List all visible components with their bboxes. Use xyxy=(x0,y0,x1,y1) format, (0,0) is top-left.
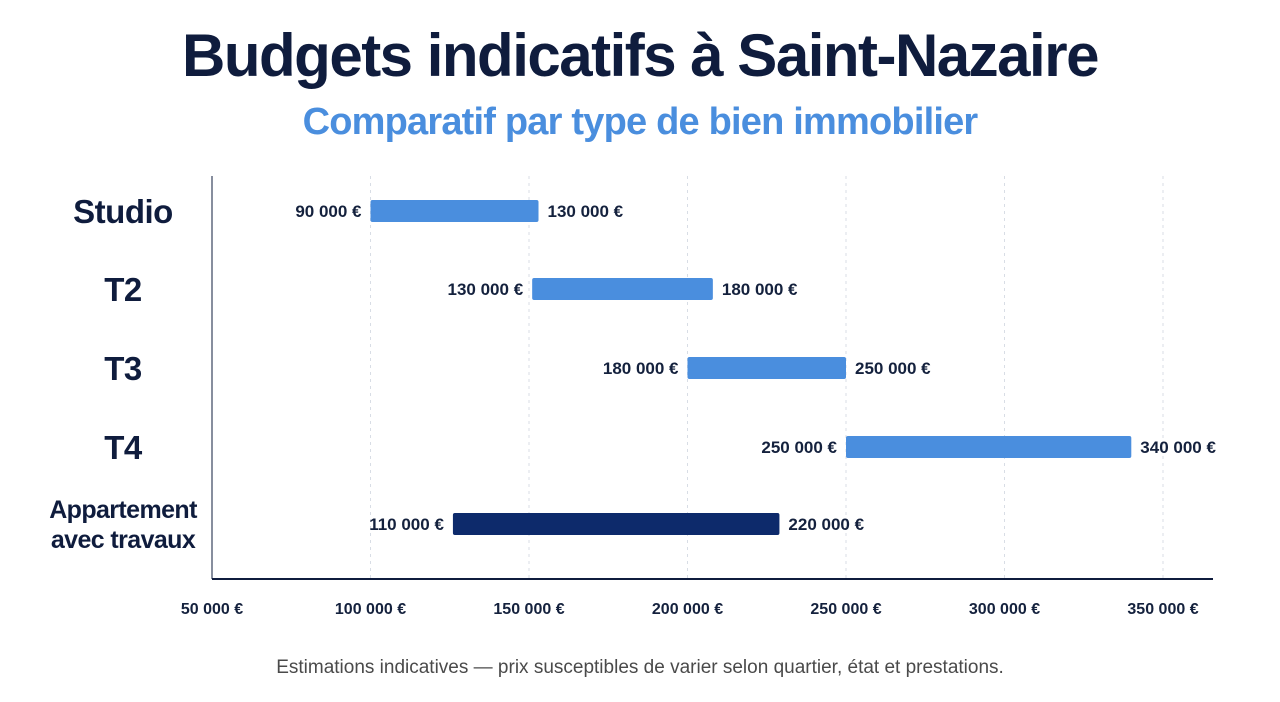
bars xyxy=(370,200,1132,535)
x-tick-label: 200 000 € xyxy=(652,601,723,618)
category-label: Appartement avec travaux xyxy=(49,496,198,554)
category-label-line: T2 xyxy=(104,271,142,308)
range-bar xyxy=(452,513,780,535)
category-label: T3 xyxy=(104,350,142,387)
category-label: Studio xyxy=(73,193,173,230)
range-bar xyxy=(532,278,713,300)
bar-max-label: 340 000 € xyxy=(1140,438,1216,457)
category-label-line: avec travaux xyxy=(51,526,196,554)
x-tick-label: 250 000 € xyxy=(810,601,881,618)
bar-min-label: 90 000 € xyxy=(295,202,362,221)
bar-max-label: 180 000 € xyxy=(722,280,798,299)
category-label: T2 xyxy=(104,271,142,308)
bar-max-label: 220 000 € xyxy=(788,515,864,534)
range-bar xyxy=(370,200,539,222)
category-label-line: T4 xyxy=(104,429,143,466)
range-bar xyxy=(687,357,846,379)
bar-min-label: 250 000 € xyxy=(761,438,837,457)
x-tick-label: 50 000 € xyxy=(181,601,243,618)
chart-title: Budgets indicatifs à Saint-Nazaire xyxy=(182,22,1099,89)
category-label: T4 xyxy=(104,429,143,466)
x-tick-label: 100 000 € xyxy=(335,601,406,618)
bar-max-label: 130 000 € xyxy=(548,202,624,221)
bar-min-label: 110 000 € xyxy=(369,515,444,534)
footnote: Estimations indicatives — prix susceptib… xyxy=(276,657,1004,678)
bar-min-label: 130 000 € xyxy=(448,280,524,299)
x-tick-label: 150 000 € xyxy=(493,601,564,618)
category-label-line: Studio xyxy=(73,193,173,230)
bar-min-label: 180 000 € xyxy=(603,359,679,378)
range-bar xyxy=(846,436,1132,458)
x-tick-label: 350 000 € xyxy=(1127,601,1198,618)
x-tick-label: 300 000 € xyxy=(969,601,1040,618)
axes xyxy=(211,176,1213,580)
category-label-line: Appartement xyxy=(49,496,198,524)
chart-subtitle: Comparatif par type de bien immobilier xyxy=(302,101,979,143)
labels: 50 000 € 100 000 € 150 000 € 200 000 € 250 0… xyxy=(49,193,1216,618)
category-label-line: T3 xyxy=(104,350,142,387)
bar-max-label: 250 000 € xyxy=(855,359,931,378)
